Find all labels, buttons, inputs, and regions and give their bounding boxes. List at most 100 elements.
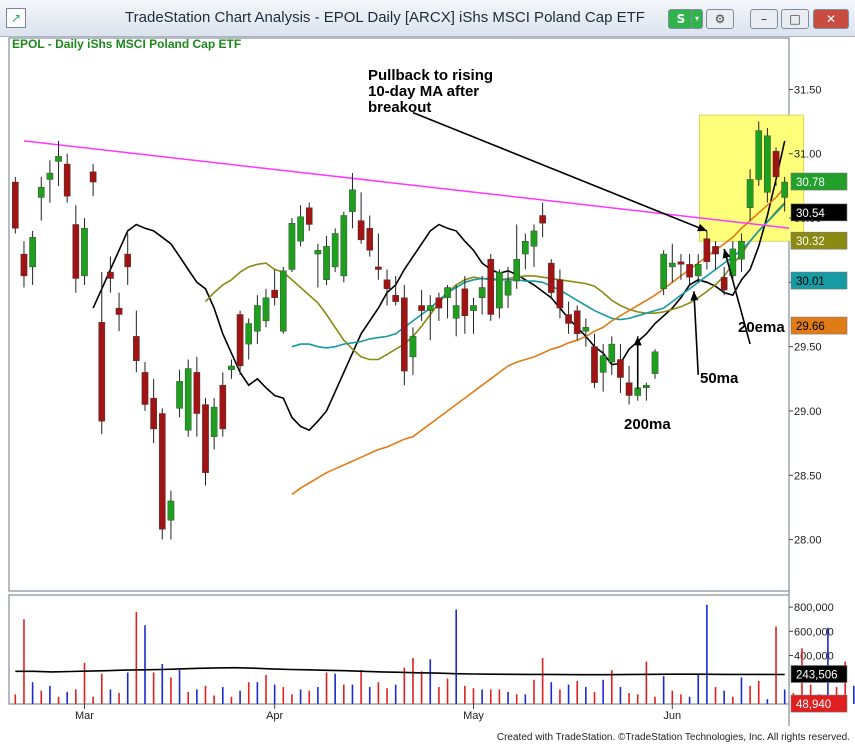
annotation-text: 20ema	[738, 319, 785, 336]
candle-body	[452, 305, 460, 319]
candle-body	[124, 253, 132, 268]
price-panel-frame	[8, 37, 790, 592]
candle-body	[513, 258, 521, 282]
candle-body	[46, 172, 54, 180]
annotation-text: 50ma	[700, 370, 739, 387]
candle-body	[573, 310, 581, 334]
candle-body	[349, 189, 356, 212]
candle-body	[461, 288, 469, 316]
price-chart[interactable]: EPOL - Daily iShs MSCI Poland Cap ETF 31.…	[0, 36, 855, 732]
symbol-label: EPOL - Daily iShs MSCI Poland Cap ETF	[12, 37, 241, 51]
price-tick-label: 28.50	[794, 470, 822, 482]
candle-body	[738, 240, 745, 260]
candle-body	[98, 322, 106, 422]
volume-tick-label: 400,000	[794, 651, 834, 663]
candle-body	[279, 270, 287, 332]
candle-body	[37, 186, 45, 198]
candle-body	[228, 365, 235, 371]
candle-body	[245, 323, 253, 345]
candle-body	[470, 305, 477, 311]
resistance-trendline	[23, 140, 790, 229]
price-tick-label: 29.00	[794, 406, 822, 418]
app-logo-icon: ↗	[6, 8, 26, 28]
candle-body	[219, 385, 227, 430]
maximize-button[interactable]: □	[781, 9, 809, 29]
candle-body	[271, 289, 278, 298]
close-button[interactable]: ✕	[813, 9, 849, 29]
candle-body	[625, 382, 633, 396]
ma-line-200ma	[291, 186, 786, 496]
candle-body	[643, 385, 650, 389]
candle-body	[72, 224, 80, 279]
ma200-value-label-box	[790, 316, 848, 335]
ma200-value-label: 29.66	[796, 321, 825, 333]
volume-panel-frame	[8, 594, 790, 705]
candle-body	[668, 262, 676, 268]
candle-body	[444, 287, 451, 298]
annotation-arrow	[693, 291, 700, 375]
ma10-value-label: 30.54	[796, 208, 825, 220]
candle-body	[556, 279, 564, 309]
footer-credit: Created with TradeStation. ©TradeStation…	[496, 732, 850, 743]
candle-body	[81, 228, 88, 277]
candle-body	[504, 280, 512, 296]
candle-body	[314, 249, 322, 255]
candle-body	[781, 181, 788, 198]
candle-body	[340, 215, 348, 277]
minimize-button[interactable]: –	[750, 9, 778, 29]
candle-body	[617, 359, 624, 378]
candle-body	[12, 181, 19, 229]
candle-body	[530, 230, 538, 247]
candle-body	[755, 130, 763, 180]
annotation-text: 10-day MA after	[368, 83, 479, 100]
candle-body	[729, 248, 737, 277]
x-tick-label: Apr	[266, 710, 283, 722]
candle-body	[193, 372, 201, 414]
annotation-arrow	[723, 248, 751, 345]
chart-area[interactable]: EPOL - Daily iShs MSCI Poland Cap ETF 31.…	[0, 36, 855, 732]
ma-line-50ma	[291, 203, 786, 349]
annotation-arrowhead	[722, 248, 731, 259]
candle-body	[357, 220, 365, 241]
candle-body	[409, 336, 417, 358]
symbol-link-dropdown-icon[interactable]: ▾	[691, 9, 703, 29]
volume-average-label-box	[790, 665, 848, 683]
candle-body	[366, 228, 374, 251]
candle-body	[375, 266, 382, 270]
annotation-arrowhead	[633, 336, 642, 346]
annotation-text: breakout	[368, 99, 431, 116]
candle-body	[297, 216, 304, 242]
candle-body	[89, 171, 97, 183]
candle-body	[254, 305, 261, 332]
price-tick-label: 29.50	[794, 342, 822, 354]
candle-body	[107, 271, 114, 279]
volume-last-label: 48,940	[796, 699, 831, 711]
candle-body	[184, 368, 192, 431]
candle-body	[392, 295, 399, 302]
candle-body	[651, 351, 659, 374]
candle-body	[435, 297, 443, 309]
annotation-arrow	[412, 111, 708, 232]
candle-body	[660, 253, 667, 289]
price-tick-label: 31.00	[794, 149, 822, 161]
candle-body	[487, 258, 495, 315]
candle-body	[686, 264, 693, 278]
price-tick-label: 28.00	[794, 535, 822, 547]
price-tick-label: 31.50	[794, 84, 822, 96]
candle-body	[150, 397, 157, 430]
candle-body	[288, 222, 296, 270]
candle-body	[401, 297, 408, 372]
candle-body	[323, 246, 330, 280]
gear-icon[interactable]: ⚙	[706, 9, 734, 29]
candle-body	[115, 307, 123, 315]
candle-body	[522, 240, 529, 255]
annotation-arrowhead	[697, 223, 707, 232]
highlight-box	[699, 114, 805, 242]
ma50-value-label-box	[790, 271, 848, 290]
annotation-arrowhead	[690, 291, 699, 301]
candle-body	[210, 406, 218, 437]
candle-body	[236, 314, 244, 367]
candle-body	[176, 381, 183, 409]
volume-last-label-box	[790, 694, 848, 713]
candle-body	[141, 372, 149, 405]
